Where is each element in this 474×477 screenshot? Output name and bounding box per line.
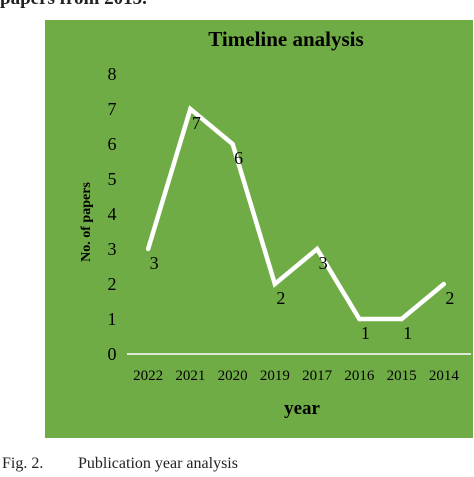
series-line [145,105,446,322]
y-tick-label: 2 [108,274,117,294]
x-tick-label: 2016 [344,368,375,384]
data-label: 6 [234,148,243,168]
data-label: 3 [319,253,328,273]
y-tick-label: 5 [108,169,117,189]
caption-label: Fig. 2. [2,455,44,472]
data-point [357,316,362,322]
y-axis-label: No. of papers [79,182,94,262]
data-label: 2 [445,288,454,308]
data-point [188,106,193,112]
data-label: 7 [192,113,201,133]
x-tick-label: 2019 [260,368,290,384]
y-tick-label: 0 [108,344,117,364]
x-tick-label: 2015 [387,368,417,384]
chart-title: Timeline analysis [208,27,363,51]
data-label: 2 [276,288,285,308]
data-point [272,281,278,287]
y-tick-label: 1 [108,309,117,329]
timeline-chart: Timeline analysis 0 1 2 3 4 5 6 7 8 No. of papers 2… [79,27,471,419]
x-axis-label: year [284,398,320,419]
data-point [399,316,404,322]
data-label: 1 [361,323,370,343]
data-label: 3 [150,253,159,273]
figure-caption: Fig. 2. Publication year analysis [2,455,238,473]
x-tick-label: 2017 [302,368,333,384]
header-text: papers from 2015. [0,0,147,10]
y-tick-label: 3 [108,239,117,259]
x-tick-label: 2021 [175,368,205,384]
x-tick-label: 2022 [133,368,163,384]
data-point [145,246,151,252]
data-point [230,141,235,147]
chart-panel: Timeline analysis 0 1 2 3 4 5 6 7 8 No. of papers 2… [45,20,473,438]
data-point [441,281,447,287]
data-point [314,246,320,252]
y-tick-label: 8 [108,64,117,84]
y-tick-label: 4 [108,204,117,224]
y-tick-label: 7 [108,99,117,119]
x-tick-label: 2014 [429,368,460,384]
caption-text: Publication year analysis [78,455,238,472]
x-tick-label: 2020 [218,368,248,384]
data-label: 1 [403,323,412,343]
y-tick-label: 6 [108,134,117,154]
